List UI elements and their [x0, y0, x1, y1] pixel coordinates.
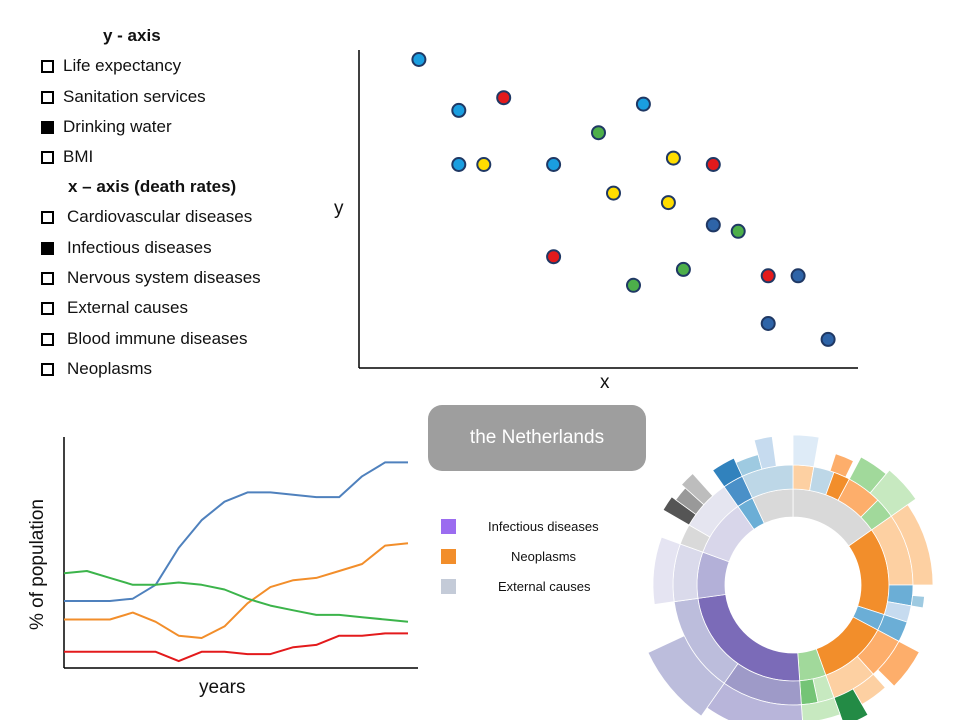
legend-item-external: External causes — [441, 578, 591, 594]
x-option-external-causes[interactable]: External causes — [41, 297, 188, 319]
checkbox-cardiovascular[interactable] — [41, 210, 54, 224]
scatter-point — [760, 316, 776, 331]
y-option-label: BMI — [63, 147, 94, 166]
scatter-point — [546, 157, 562, 172]
scatter-point — [635, 96, 651, 112]
scatter-point — [760, 268, 776, 284]
sunburst-outer-segment — [890, 504, 934, 586]
legend-swatch — [441, 548, 456, 564]
legend-item-neoplasms: Neoplasms — [441, 548, 576, 564]
scatter-point — [820, 331, 836, 347]
checkbox-drinking-water[interactable] — [41, 120, 54, 134]
checkbox-infectious[interactable] — [41, 241, 54, 255]
legend-item-infectious: Infectious diseases — [441, 518, 599, 534]
sunburst-outer-segment — [652, 536, 681, 605]
legend-label: Neoplasms — [511, 548, 577, 564]
checkbox-bmi[interactable] — [41, 150, 54, 164]
checkbox-neoplasms[interactable] — [41, 362, 54, 376]
x-option-label: Blood immune diseases — [67, 329, 248, 348]
checkbox-sanitation-services[interactable] — [41, 90, 54, 104]
x-option-label: Infectious diseases — [67, 238, 212, 257]
scatter-plot: x y — [334, 50, 858, 393]
legend-swatch — [441, 578, 456, 594]
sunburst-outer-segment — [792, 434, 820, 468]
x-option-neoplasms[interactable]: Neoplasms — [41, 358, 152, 380]
sunburst-outer-segment — [910, 595, 925, 609]
y-option-drinking-water[interactable]: Drinking water — [41, 116, 172, 138]
scatter-point — [790, 268, 806, 284]
scatter-point — [451, 157, 467, 172]
x-option-label: Neoplasms — [67, 359, 153, 378]
scatter-point — [496, 90, 512, 106]
scatter-point — [660, 195, 676, 211]
line-series-0 — [64, 461, 408, 602]
scatter-x-label: x — [600, 372, 610, 393]
scatter-point — [705, 157, 721, 172]
sunburst-outer-segment — [680, 472, 714, 506]
line-series-2 — [63, 570, 409, 623]
sunburst-outer-segment — [877, 640, 920, 687]
line-x-label: years — [199, 677, 245, 698]
x-option-label: Nervous system diseases — [67, 268, 261, 287]
line-y-label: % of population — [27, 499, 48, 630]
scatter-point — [606, 185, 621, 201]
x-option-nervous-system[interactable]: Nervous system diseases — [41, 267, 261, 289]
y-option-sanitation-services[interactable]: Sanitation services — [41, 86, 206, 108]
checkbox-nervous-system[interactable] — [41, 271, 54, 285]
y-option-label: Drinking water — [63, 117, 172, 136]
scatter-point — [451, 102, 467, 118]
scatter-point — [675, 261, 691, 277]
scatter-point — [705, 217, 721, 233]
scatter-point — [591, 125, 606, 141]
sunburst-outer-segment — [753, 436, 777, 470]
scatter-point — [411, 52, 427, 67]
x-option-label: External causes — [67, 298, 188, 317]
x-axis-heading: x – axis (death rates) — [68, 177, 237, 196]
legend-label: External causes — [498, 578, 591, 594]
legend-swatch — [441, 518, 456, 534]
y-axis-heading: y - axis — [103, 26, 161, 45]
scatter-point — [546, 249, 562, 265]
x-option-infectious[interactable]: Infectious diseases — [41, 237, 212, 259]
sunburst-outer-segment — [647, 635, 725, 717]
x-option-label: Cardiovascular diseases — [67, 207, 253, 226]
scatter-point — [476, 157, 492, 172]
scatter-point — [730, 223, 746, 239]
y-option-life-expectancy[interactable]: Life expectancy — [41, 55, 181, 77]
sunburst-outer-segment — [829, 453, 855, 478]
line-series-1 — [64, 542, 409, 639]
line-series-3 — [64, 632, 408, 663]
scatter-point — [626, 277, 641, 293]
checkbox-external-causes[interactable] — [41, 301, 54, 315]
scatter-y-label: y — [334, 198, 344, 219]
country-button[interactable]: the Netherlands — [428, 405, 646, 471]
y-option-bmi[interactable]: BMI — [41, 146, 93, 168]
y-option-label: Life expectancy — [63, 56, 182, 75]
legend-label: Infectious diseases — [488, 518, 599, 534]
y-option-label: Sanitation services — [63, 87, 206, 106]
checkbox-life-expectancy[interactable] — [41, 59, 54, 73]
scatter-point — [665, 150, 681, 166]
x-option-blood-immune[interactable]: Blood immune diseases — [41, 328, 247, 350]
x-option-cardiovascular[interactable]: Cardiovascular diseases — [41, 206, 252, 228]
checkbox-blood-immune[interactable] — [41, 332, 54, 346]
